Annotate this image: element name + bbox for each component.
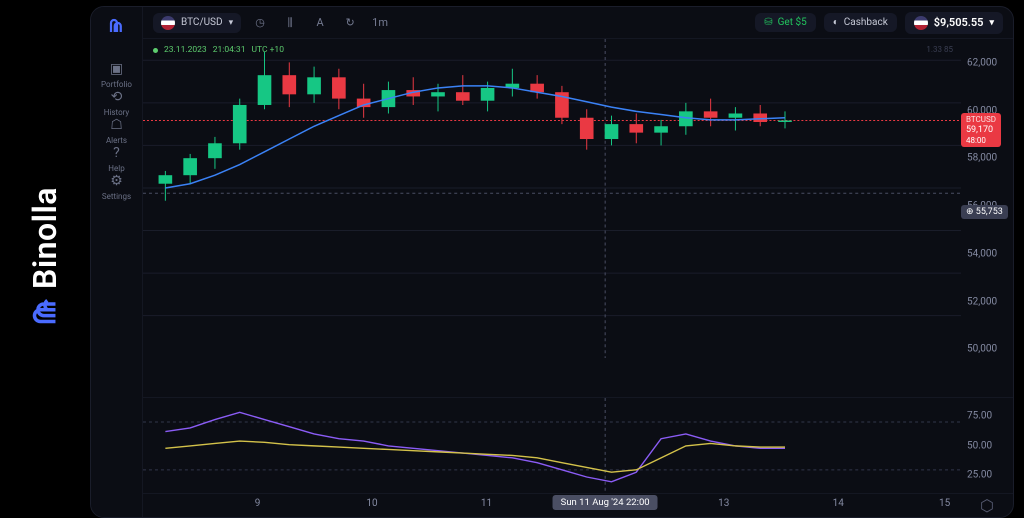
chevron-down-icon: ▾ [989, 18, 994, 28]
indicator-yaxis: 25.0050.0075.00 [961, 398, 1013, 493]
cashback-icon: ◐ [833, 17, 839, 28]
brand-logo-icon [31, 297, 59, 325]
sidebar-item-portfolio[interactable]: ▣Portfolio [101, 61, 132, 89]
sidebar-item-help[interactable]: ?Help [101, 145, 132, 173]
flag-icon [914, 16, 928, 30]
refresh-icon[interactable]: ↻ [339, 12, 361, 34]
gift-icon: ⛁ [764, 17, 772, 28]
sidebar-item-history[interactable]: ⟲History [101, 89, 132, 117]
clock-icon[interactable]: ◷ [249, 12, 271, 34]
cashback-button[interactable]: ◐ Cashback [824, 13, 897, 32]
sidebar-item-alerts[interactable]: ☖Alerts [101, 117, 132, 145]
chevron-down-icon: ▾ [229, 18, 234, 28]
main-area: BTC/USD ▾ ◷ ⫼ A ↻ 1m ⛁ Get $5 ◐ Cashback… [143, 7, 1013, 517]
balance-value: $9,505.55 [934, 16, 984, 29]
app-shell: ▣Portfolio⟲History☖Alerts?Help⚙Settings … [90, 6, 1014, 518]
indicator-panel[interactable]: 25.0050.0075.00 [143, 397, 1013, 493]
get-bonus-button[interactable]: ⛁ Get $5 [755, 13, 816, 32]
price-chart[interactable]: 23.11.2023 21:04:31 UTC +10 1.33 85 [143, 39, 961, 397]
topbar: BTC/USD ▾ ◷ ⫼ A ↻ 1m ⛁ Get $5 ◐ Cashback… [143, 7, 1013, 39]
price-yaxis: 50,00052,00054,00056,00058,00060,00062,0… [961, 39, 1013, 397]
balance-pill[interactable]: $9,505.55 ▾ [905, 12, 1003, 34]
text-tool-icon[interactable]: A [309, 12, 331, 34]
price-chart-area[interactable]: 23.11.2023 21:04:31 UTC +10 1.33 85 50,0… [143, 39, 1013, 397]
sidebar: ▣Portfolio⟲History☖Alerts?Help⚙Settings [91, 7, 143, 517]
sidebar-item-settings[interactable]: ⚙Settings [101, 173, 132, 201]
xaxis: 91011131415Sun 11 Aug '24 22:00 ⬡ [143, 493, 1013, 517]
brand-name: Binolla [26, 187, 64, 289]
timeframe-button[interactable]: 1m [369, 12, 391, 34]
app-logo-icon [108, 17, 126, 35]
settings-cog-icon[interactable]: ⬡ [961, 494, 1013, 517]
pair-selector[interactable]: BTC/USD ▾ [153, 13, 241, 33]
indicator-chart[interactable] [143, 398, 961, 493]
flag-icon [161, 16, 175, 30]
brand-column: Binolla [0, 0, 90, 512]
pair-label: BTC/USD [181, 17, 223, 28]
indicators-icon[interactable]: ⫼ [279, 12, 301, 34]
